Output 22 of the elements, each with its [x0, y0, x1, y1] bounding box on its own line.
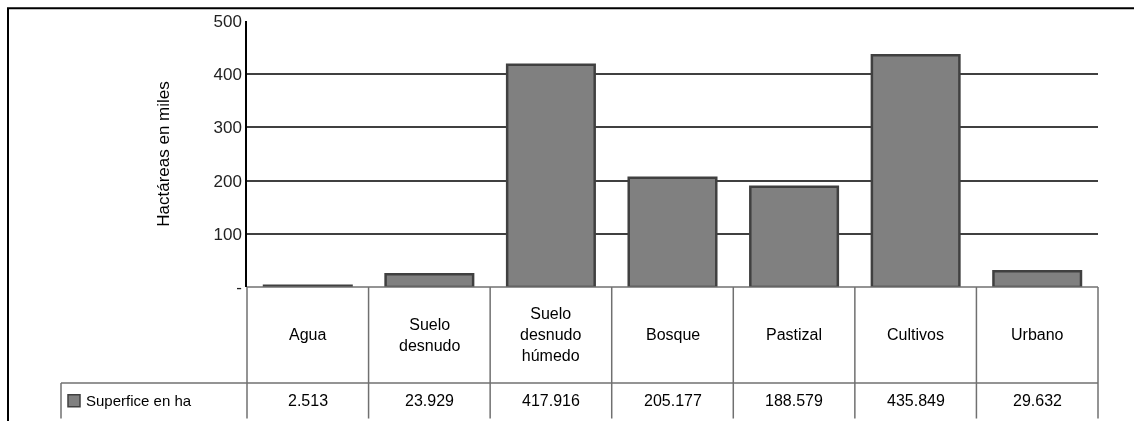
y-tick-label: 500: [213, 11, 242, 31]
y-tick-label: 100: [213, 224, 242, 244]
x-tick-label: Suelo desnudo húmedo: [520, 305, 582, 364]
data-label: 417.916: [522, 392, 580, 409]
y-tick-label: -: [236, 277, 242, 297]
data-label: 205.177: [644, 392, 702, 409]
y-tick-label: 200: [213, 171, 242, 191]
x-tick-label: Bosque: [646, 326, 701, 343]
x-tick-label: Cultivos: [887, 326, 944, 343]
data-label: 23.929: [405, 392, 455, 409]
data-label: 435.849: [887, 392, 945, 409]
x-tick-label: Urbano: [1011, 326, 1064, 343]
data-label: 188.579: [765, 392, 823, 409]
x-tick-label: Suelo desnudo: [399, 316, 461, 354]
data-label: 29.632: [1013, 392, 1063, 409]
legend-label: Superfice en ha: [86, 392, 192, 409]
x-tick-label: Pastizal: [766, 326, 823, 343]
x-tick-label: Agua: [289, 326, 327, 343]
y-tick-label: 300: [213, 118, 242, 138]
data-label: 2.513: [288, 392, 329, 409]
y-axis-title: Hactáreas en miles: [153, 81, 173, 227]
y-tick-label: 400: [213, 65, 242, 85]
